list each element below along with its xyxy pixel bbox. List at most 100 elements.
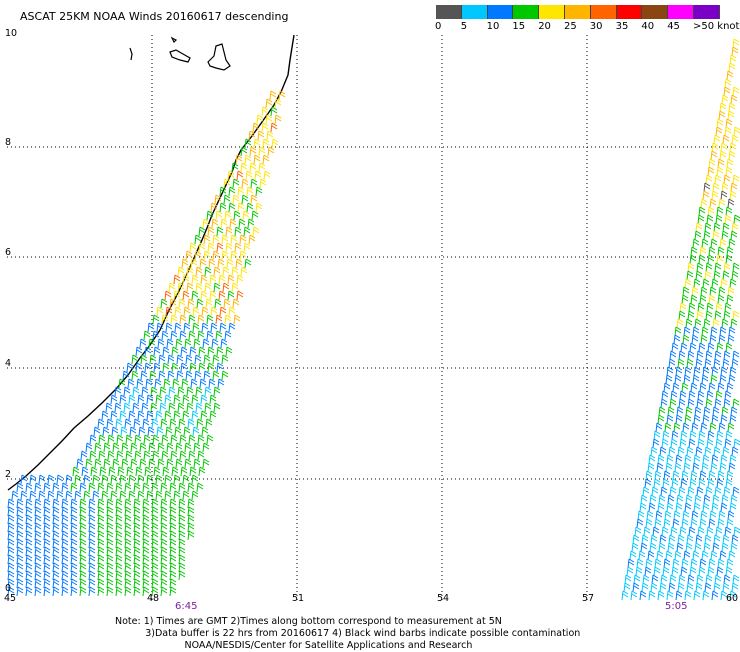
wind-barb	[170, 434, 178, 445]
wind-barb	[160, 578, 168, 589]
wind-barb	[733, 126, 740, 137]
wind-barb	[103, 458, 111, 469]
wind-barb	[124, 578, 132, 589]
wind-barb	[214, 298, 222, 309]
wind-barb	[228, 186, 236, 197]
somalia-coastline	[7, 34, 295, 491]
wind-barb	[633, 574, 641, 585]
wind-barb	[698, 254, 706, 265]
wind-barb	[714, 398, 722, 409]
wind-barb	[730, 94, 738, 105]
wind-barb	[667, 494, 675, 505]
wind-barb	[178, 554, 186, 565]
wind-barb	[644, 566, 652, 577]
wind-barb	[678, 310, 686, 321]
wind-barb	[176, 370, 184, 381]
wind-barb	[718, 422, 726, 433]
wind-barb	[680, 478, 688, 489]
wind-barb	[97, 578, 105, 589]
wind-barb	[191, 394, 199, 405]
left-pass-time: 6:45	[175, 601, 197, 612]
wind-barb	[270, 122, 278, 133]
wind-barb	[180, 362, 188, 373]
wind-barb	[725, 566, 733, 577]
wind-barb	[89, 450, 97, 461]
wind-barb	[729, 590, 737, 601]
wind-barb	[207, 346, 215, 357]
wind-barb	[117, 466, 125, 477]
wind-barb	[81, 466, 89, 477]
wind-barb	[699, 246, 707, 257]
wind-barb	[34, 554, 42, 565]
wind-barb	[216, 346, 224, 357]
wind-barb	[34, 562, 42, 573]
wind-barb	[687, 398, 695, 409]
wind-barb	[97, 514, 105, 525]
wind-barb	[123, 386, 131, 397]
wind-barb	[690, 382, 698, 393]
wind-barb	[61, 554, 69, 565]
wind-barb	[677, 582, 685, 593]
lat-label-6: 6	[5, 247, 11, 258]
legend-labels: 0 5 10 15 20 25 30 35 40 45 >50 knots	[435, 19, 740, 33]
wind-barb	[674, 374, 682, 385]
wind-barb	[149, 370, 157, 381]
wind-barb	[730, 318, 738, 329]
wind-barb	[197, 314, 205, 325]
wind-barb	[142, 562, 150, 573]
wind-barb	[234, 242, 242, 253]
wind-barb	[703, 542, 711, 553]
wind-barb	[661, 438, 669, 449]
wind-barb	[211, 218, 219, 229]
wind-barb	[124, 418, 132, 429]
wind-barb	[662, 430, 670, 441]
wind-barb	[205, 298, 213, 309]
wind-barb	[726, 518, 734, 529]
wind-barb	[718, 510, 726, 521]
wind-barb	[703, 318, 711, 329]
wind-barb	[721, 94, 729, 105]
wind-barb	[178, 546, 186, 557]
wind-barb	[52, 506, 60, 517]
wind-barb	[79, 554, 87, 565]
wind-barb	[217, 378, 225, 389]
wind-barb	[666, 454, 674, 465]
wind-barb	[180, 466, 188, 477]
wind-barb	[206, 314, 214, 325]
wind-barb	[713, 222, 721, 233]
wind-barb	[253, 138, 261, 149]
wind-barb	[65, 490, 73, 501]
wind-barb	[728, 374, 736, 385]
wind-barb	[124, 554, 132, 565]
wind-barb	[729, 414, 737, 425]
wind-barb	[229, 218, 237, 229]
wind-barb	[699, 470, 707, 481]
wind-barb	[703, 182, 711, 193]
wind-barb	[201, 322, 209, 333]
wind-barb	[248, 234, 256, 245]
wind-barb	[667, 542, 675, 553]
wind-barb	[106, 522, 114, 533]
wind-barb	[194, 234, 202, 245]
wind-barb	[712, 494, 720, 505]
wind-barb	[157, 338, 165, 349]
wind-barb	[151, 546, 159, 557]
wind-barb	[133, 554, 141, 565]
wind-barb	[169, 538, 177, 549]
wind-barb	[683, 326, 691, 337]
wind-barb	[661, 526, 669, 537]
wind-barb	[263, 170, 271, 181]
wind-barb	[178, 506, 186, 517]
wind-barb	[124, 546, 132, 557]
wind-barb	[206, 210, 214, 221]
wind-barb	[207, 226, 215, 237]
wind-barb	[678, 574, 686, 585]
wind-barb	[185, 354, 193, 365]
wind-barb	[106, 498, 114, 509]
wind-barb	[676, 406, 684, 417]
wind-barb	[212, 370, 220, 381]
wind-barb	[11, 490, 19, 501]
wind-barb	[142, 570, 150, 581]
wind-barb	[724, 438, 732, 449]
wind-barb	[152, 314, 160, 325]
